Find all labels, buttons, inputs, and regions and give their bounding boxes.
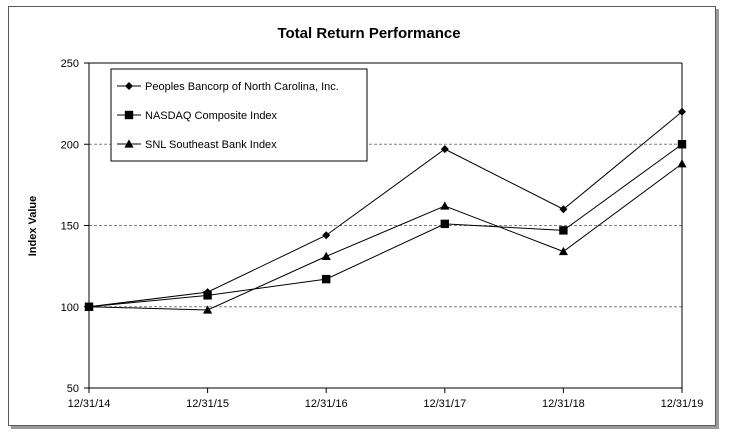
data-point-square [440,219,449,229]
x-tick-label: 12/31/14 [68,398,111,410]
x-tick-label: 12/31/17 [423,398,466,410]
y-tick-label: 100 [61,302,79,314]
x-tick-label: 12/31/19 [661,398,704,410]
x-tick-label: 12/31/18 [542,398,585,410]
data-point-triangle [558,246,568,256]
y-tick-label: 150 [61,221,79,233]
series-line-square [88,143,683,308]
data-point-triangle [440,201,450,210]
series-group [84,107,687,314]
series-triangle [84,159,687,314]
x-tick-label: 12/31/16 [305,398,348,410]
legend-item: SNL Southeast Bank Index [117,139,277,151]
data-point-diamond [559,205,568,214]
legend: Peoples Bancorp of North Carolina, Inc. N… [110,68,368,162]
y-tick-label: 200 [61,139,79,151]
series-line-triangle [88,163,683,311]
legend-item: NASDAQ Composite Index [117,110,278,122]
x-tick-label: 12/31/15 [186,398,229,410]
legend-label: Peoples Bancorp of North Carolina, Inc. [145,81,339,93]
data-point-triangle [203,305,213,314]
chart-title: Total Return Performance [277,25,460,42]
legend-marker-square [124,110,134,120]
data-point-square [559,226,568,235]
legend-label: NASDAQ Composite Index [145,110,278,122]
data-point-square [203,291,212,300]
legend-box [110,68,368,162]
legend-marker-diamond [125,82,133,90]
legend-item: Peoples Bancorp of North Carolina, Inc. [117,81,339,93]
gridlines [89,143,682,308]
data-point-diamond [322,231,331,240]
series-line-diamond [88,111,683,308]
y-axis-label: Index Value [27,196,39,257]
axes: 50 100 150 200 250 12/31/14 12/31/15 12/31/16 12… [61,58,704,410]
data-point-triangle [321,251,331,261]
data-point-triangle [677,159,687,168]
data-point-square [322,274,331,284]
data-point-triangle [84,302,94,311]
legend-marker-triangle [124,139,134,148]
data-point-square [677,140,687,149]
legend-label: SNL Southeast Bank Index [145,139,277,151]
y-tick-label: 50 [67,383,79,395]
y-tick-label: 250 [61,58,79,70]
data-point-diamond [440,145,449,154]
data-point-diamond [678,107,686,116]
